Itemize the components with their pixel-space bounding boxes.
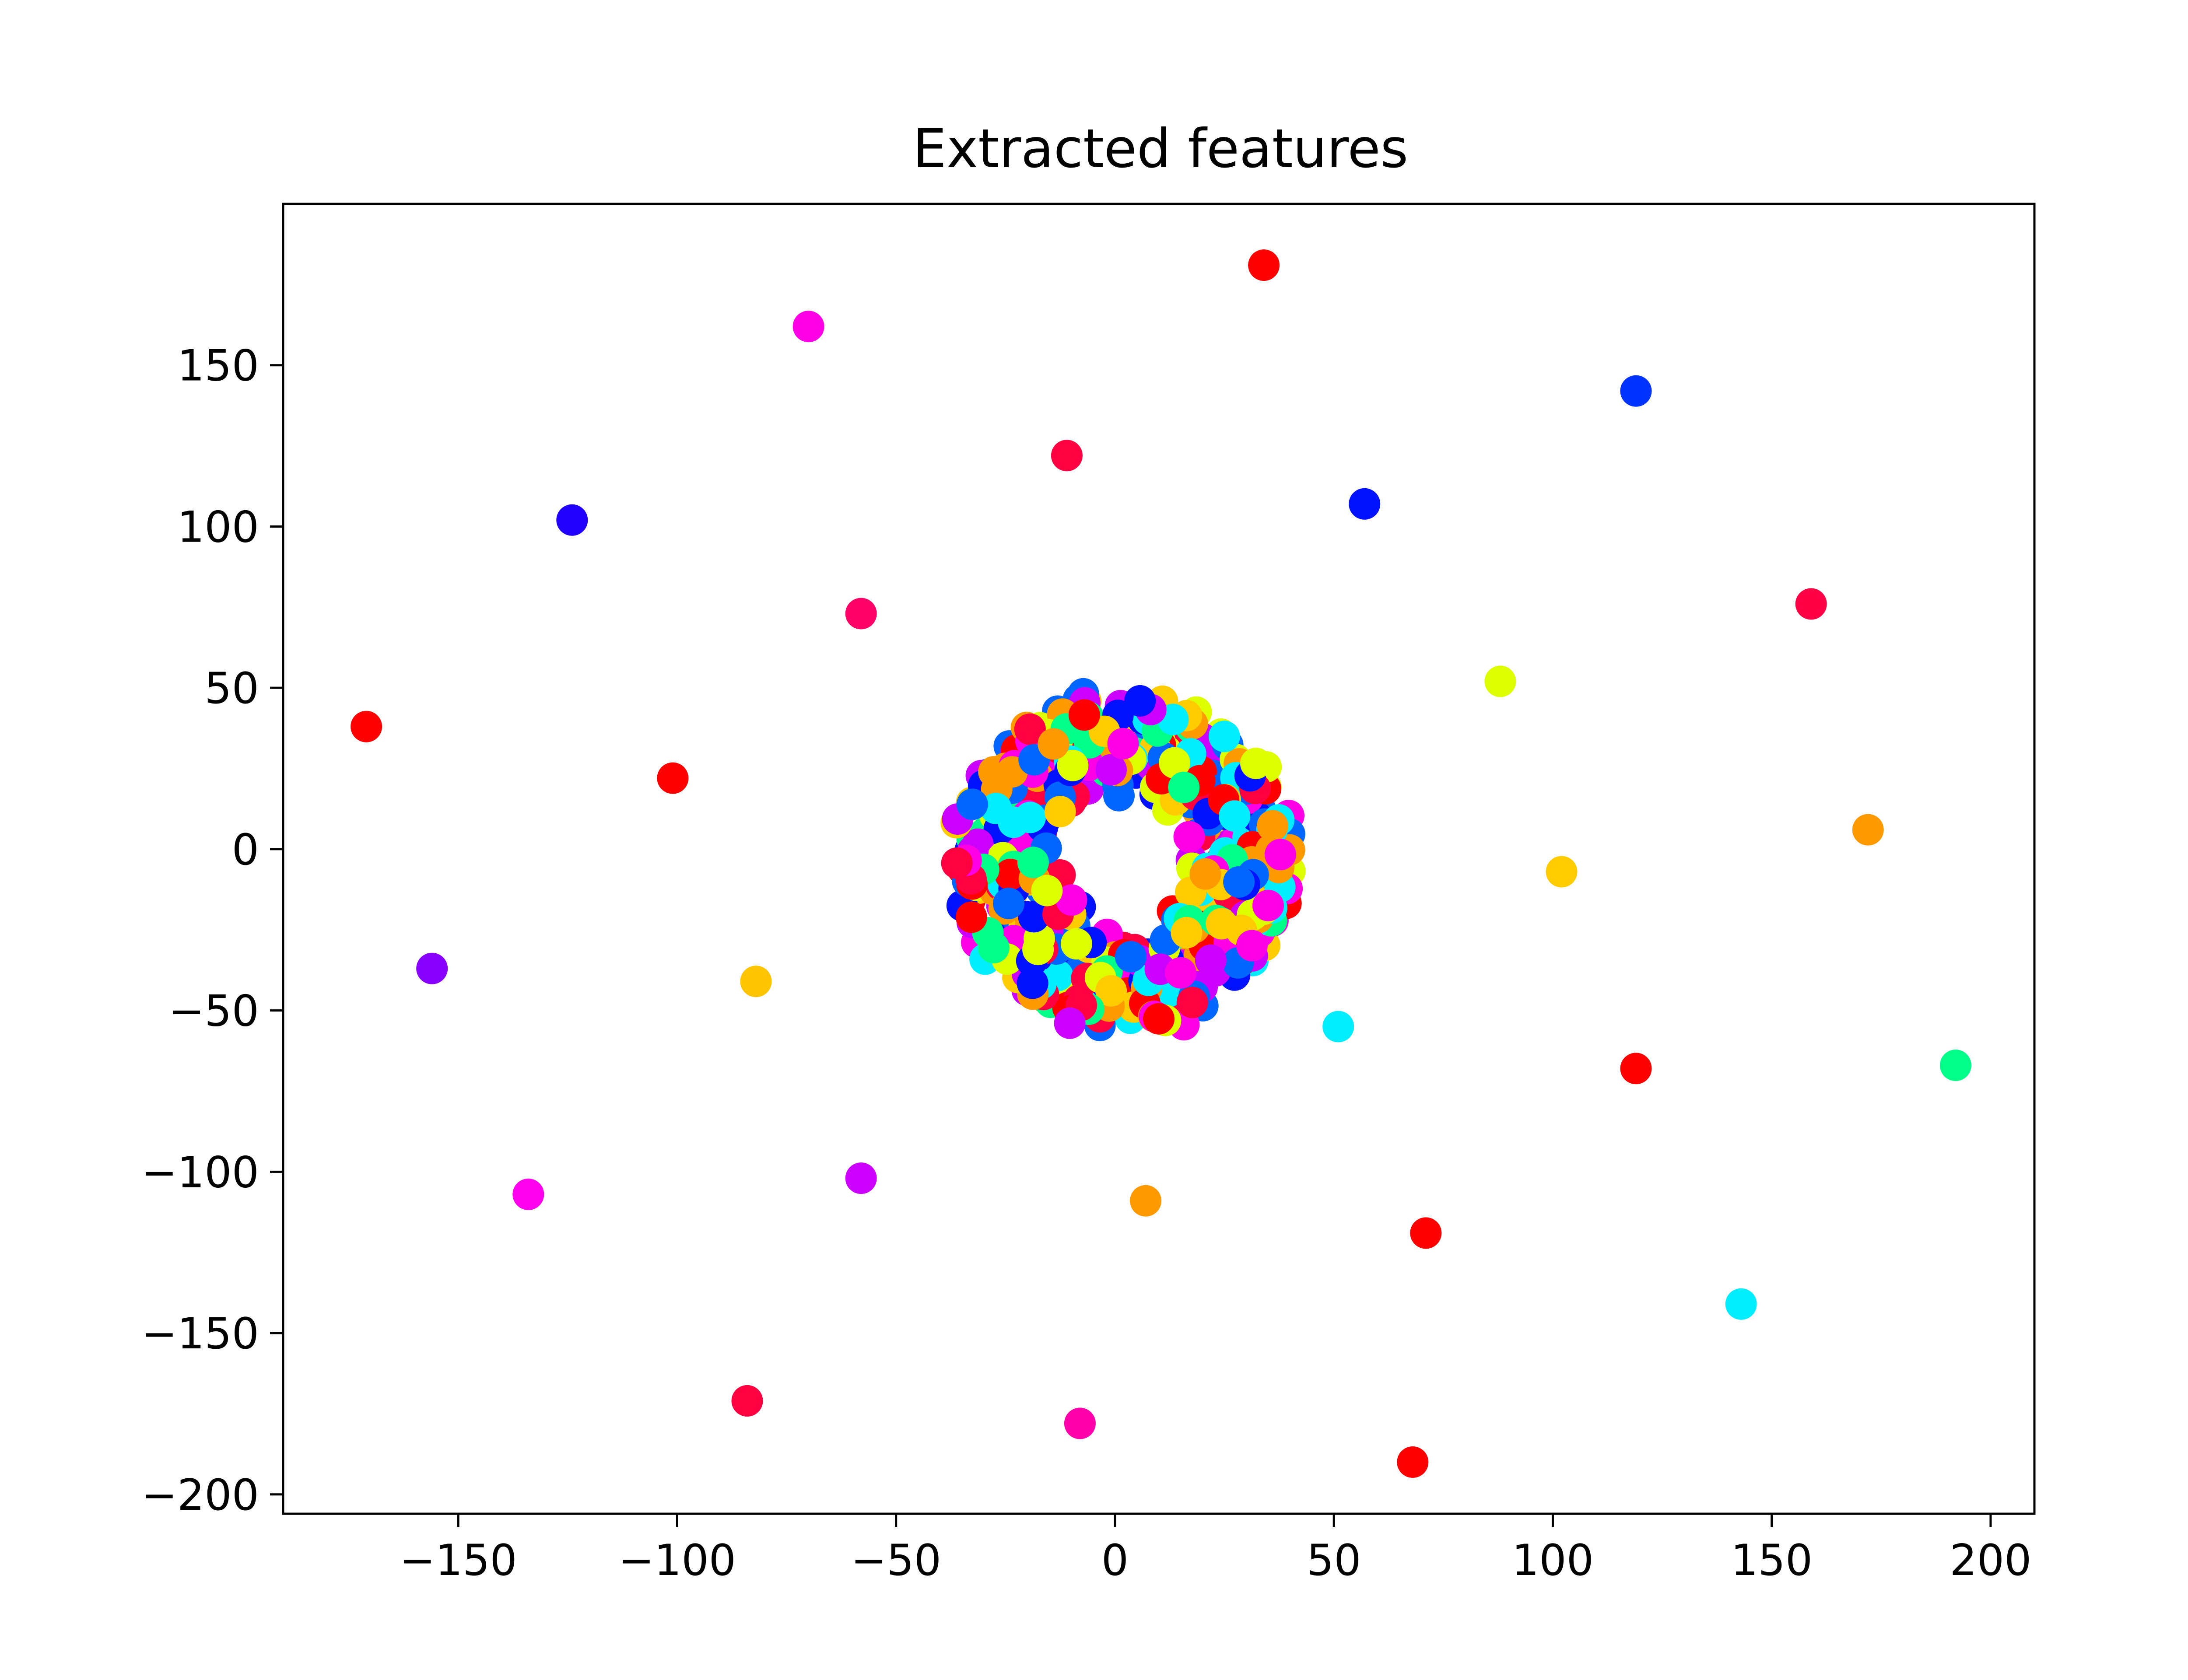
cluster-point [1022,934,1054,966]
cluster-point [1143,1003,1175,1035]
cluster-point [1124,685,1156,717]
x-tick-label: −150 [400,1536,517,1586]
cluster-point [1176,987,1208,1018]
scatter-point [1939,1050,1971,1081]
cluster-point [1018,901,1050,933]
y-tick-label: 0 [232,825,259,875]
x-tick-label: 50 [1307,1536,1361,1586]
scatter-point [1322,1011,1354,1043]
y-tick-label: 50 [204,664,259,714]
cluster-point [1171,917,1203,948]
scatter-point [556,504,588,536]
cluster-point [1256,810,1288,842]
scatter-point [1248,249,1280,281]
scatter-point [351,710,382,742]
x-tick-label: 100 [1512,1536,1594,1586]
y-axis-ticks: 150 100 50 0 −50 −100 −150 −200 [141,341,283,1520]
y-tick-label: −150 [141,1309,259,1359]
cluster-point [1219,800,1251,832]
y-tick-label: −50 [168,987,259,1036]
scatter-point [1620,375,1652,407]
cluster-point [993,888,1024,920]
cluster-point [1173,821,1205,853]
x-tick-label: 150 [1731,1536,1813,1586]
cluster-point [1107,728,1139,760]
cluster-point [1236,930,1268,962]
y-tick-label: −200 [141,1470,259,1520]
scatter-point [1064,1407,1096,1439]
scatter-point [512,1178,544,1210]
scatter-point [740,966,772,998]
scatter-point [416,952,448,984]
scatter-point [845,598,877,630]
scatter-point [1410,1217,1442,1249]
cluster-point [1017,967,1048,999]
cluster-point [1044,796,1076,827]
scatter-point [1546,856,1578,888]
cluster-point [1189,858,1221,890]
cluster-point [1208,721,1240,752]
cluster-point [1252,889,1284,921]
x-tick-label: −50 [851,1536,941,1586]
scatter-points [351,249,1971,1478]
cluster-point [955,901,987,933]
scatter-point [1620,1053,1652,1085]
scatter-point [1397,1446,1429,1478]
scatter-point [1484,665,1516,697]
scatter-point [731,1385,763,1417]
cluster-point [1159,747,1190,779]
cluster-point [1014,713,1046,745]
plot-frame [282,203,2036,1515]
scatter-point [792,311,824,343]
y-tick-label: 100 [177,502,259,552]
scatter-point [845,1162,877,1194]
scatter-point [657,762,689,794]
y-tick-label: 150 [177,341,259,391]
scatter-point [1349,488,1381,520]
cluster-point [941,847,973,879]
cluster-point [1095,975,1127,1007]
scatter-point [1130,1185,1161,1217]
x-tick-label: −100 [618,1536,736,1586]
cluster-point [1057,749,1089,781]
scatter-point [1795,588,1827,620]
cluster-point [1223,866,1255,898]
x-tick-label: 0 [1101,1536,1129,1586]
cluster-point [1054,1007,1086,1039]
x-axis-ticks: −150 −100 −50 0 50 100 150 200 [400,1514,2031,1586]
cluster-point [1168,771,1200,803]
scatter-point [1852,814,1884,846]
cluster-point [1068,699,1100,731]
cluster-point [1017,847,1049,878]
cluster-point [1240,747,1272,779]
cluster-point [980,793,1012,824]
cluster-point [1115,941,1147,973]
chart-title: Extracted features [913,118,1408,180]
cluster-point [1095,754,1127,786]
cluster-point [1055,884,1087,916]
cluster-point [1164,957,1196,989]
y-tick-label: −100 [141,1148,259,1197]
cluster-point [956,788,988,820]
cluster-point [1060,928,1092,960]
cluster-point [1195,944,1227,976]
cluster-point [1031,875,1063,906]
scatter-point [1051,440,1083,472]
cluster-point [1038,728,1069,760]
scatter-point [1725,1288,1757,1320]
cluster-point [1264,839,1296,871]
x-tick-label: 200 [1950,1536,2031,1586]
